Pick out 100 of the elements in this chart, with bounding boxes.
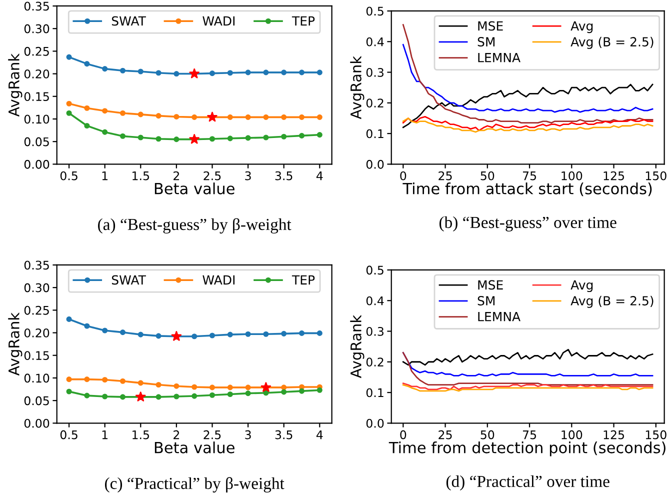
point [245, 331, 251, 337]
point [316, 70, 322, 76]
legend-label: MSE [478, 280, 503, 290]
point [102, 394, 108, 400]
y-tick-label: 0.00 [24, 418, 50, 428]
point [316, 114, 322, 120]
point [245, 135, 251, 141]
point [209, 392, 216, 398]
point [245, 384, 251, 390]
point [156, 70, 162, 76]
point [156, 333, 162, 339]
point [66, 316, 72, 322]
y-tick-label: 0.2 [366, 98, 384, 108]
point [66, 110, 72, 116]
point [120, 378, 126, 384]
point [263, 114, 269, 120]
y-tick-label: 0.3 [366, 68, 384, 77]
y-tick-label: 0.20 [24, 328, 50, 338]
y-tick-label: 0.15 [24, 351, 49, 360]
point [66, 54, 72, 60]
point [102, 66, 108, 72]
y-tick-label: 0.0 [366, 160, 384, 169]
x-tick-label: 0.5 [60, 171, 78, 180]
legend-label: Avg (B = 2.5) [570, 296, 654, 308]
point [66, 388, 72, 394]
point [138, 332, 144, 338]
point [120, 330, 126, 336]
point [138, 68, 144, 74]
point [189, 68, 200, 78]
x-tick-label: 2.5 [204, 430, 221, 440]
point [298, 132, 305, 138]
point [120, 110, 126, 116]
x-tick-label: 1.5 [132, 171, 149, 180]
x-tick-label: 100 [562, 430, 582, 440]
point [156, 113, 162, 119]
point [263, 331, 269, 337]
point [281, 114, 287, 120]
point [84, 376, 90, 382]
point [120, 394, 126, 400]
x-tick-label: 3.5 [275, 171, 292, 180]
x-axis-title: Beta value [154, 182, 234, 194]
x-tick-label: 25 [438, 171, 452, 180]
y-axis-title: AvgRank [8, 53, 22, 117]
x-axis-title: Time from detection point (seconds) [388, 442, 666, 456]
x-tick-label: 150 [646, 171, 666, 180]
point [281, 389, 287, 395]
point [263, 390, 269, 396]
x-tick-label: 0 [400, 430, 406, 440]
legend-label: LEMNA [478, 312, 520, 322]
x-tick-label: 150 [646, 430, 666, 440]
y-tick-label: 0.30 [24, 283, 50, 292]
y-tick-label: 0.15 [24, 92, 49, 102]
point [281, 330, 287, 336]
point [84, 105, 90, 111]
point [298, 330, 305, 336]
point [156, 382, 162, 388]
point [245, 114, 251, 120]
point [138, 380, 144, 386]
x-tick-label: 4 [316, 430, 323, 440]
y-tick-label: 0.10 [24, 374, 50, 383]
y-tick-label: 0.1 [366, 129, 384, 138]
y-tick-label: 0.5 [366, 6, 384, 16]
point [120, 133, 126, 139]
x-tick-label: 0.5 [60, 430, 78, 440]
y-tick-label: 0.35 [24, 2, 49, 11]
x-tick-label: 3.5 [275, 430, 292, 440]
point [227, 70, 233, 76]
x-tick-label: 1 [102, 171, 108, 180]
y-tick-label: 0.1 [366, 388, 384, 398]
point [174, 394, 180, 400]
x-tick-label: 50 [480, 430, 494, 440]
point [245, 390, 251, 396]
x-tick-label: 1.5 [132, 430, 149, 440]
point [209, 136, 216, 142]
point [192, 334, 198, 340]
legend-label: WADI [202, 16, 235, 26]
x-tick-label: 100 [562, 171, 582, 180]
point [84, 392, 90, 398]
legend-label: SWAT [112, 275, 146, 285]
point [316, 132, 322, 138]
point [316, 387, 322, 393]
line-series [402, 348, 654, 366]
point [156, 394, 162, 400]
x-tick-label: 50 [480, 171, 494, 180]
text: (c) “Practical” by β-weight [105, 477, 284, 493]
point [174, 383, 180, 389]
point [66, 100, 72, 106]
x-tick-label: 2 [174, 430, 180, 440]
text: (a) “Best-guess” by β-weight [98, 218, 292, 234]
point [174, 136, 180, 142]
x-tick-label: 4 [316, 171, 323, 180]
x-tick-label: 1 [102, 430, 108, 440]
y-tick-label: 0.0 [366, 418, 384, 428]
y-tick-label: 0.25 [24, 306, 49, 315]
point [174, 71, 180, 77]
point [227, 384, 233, 390]
x-tick-label: 75 [522, 171, 536, 180]
y-axis-title: AvgRank [350, 56, 364, 120]
point [84, 61, 90, 67]
point [102, 129, 108, 135]
